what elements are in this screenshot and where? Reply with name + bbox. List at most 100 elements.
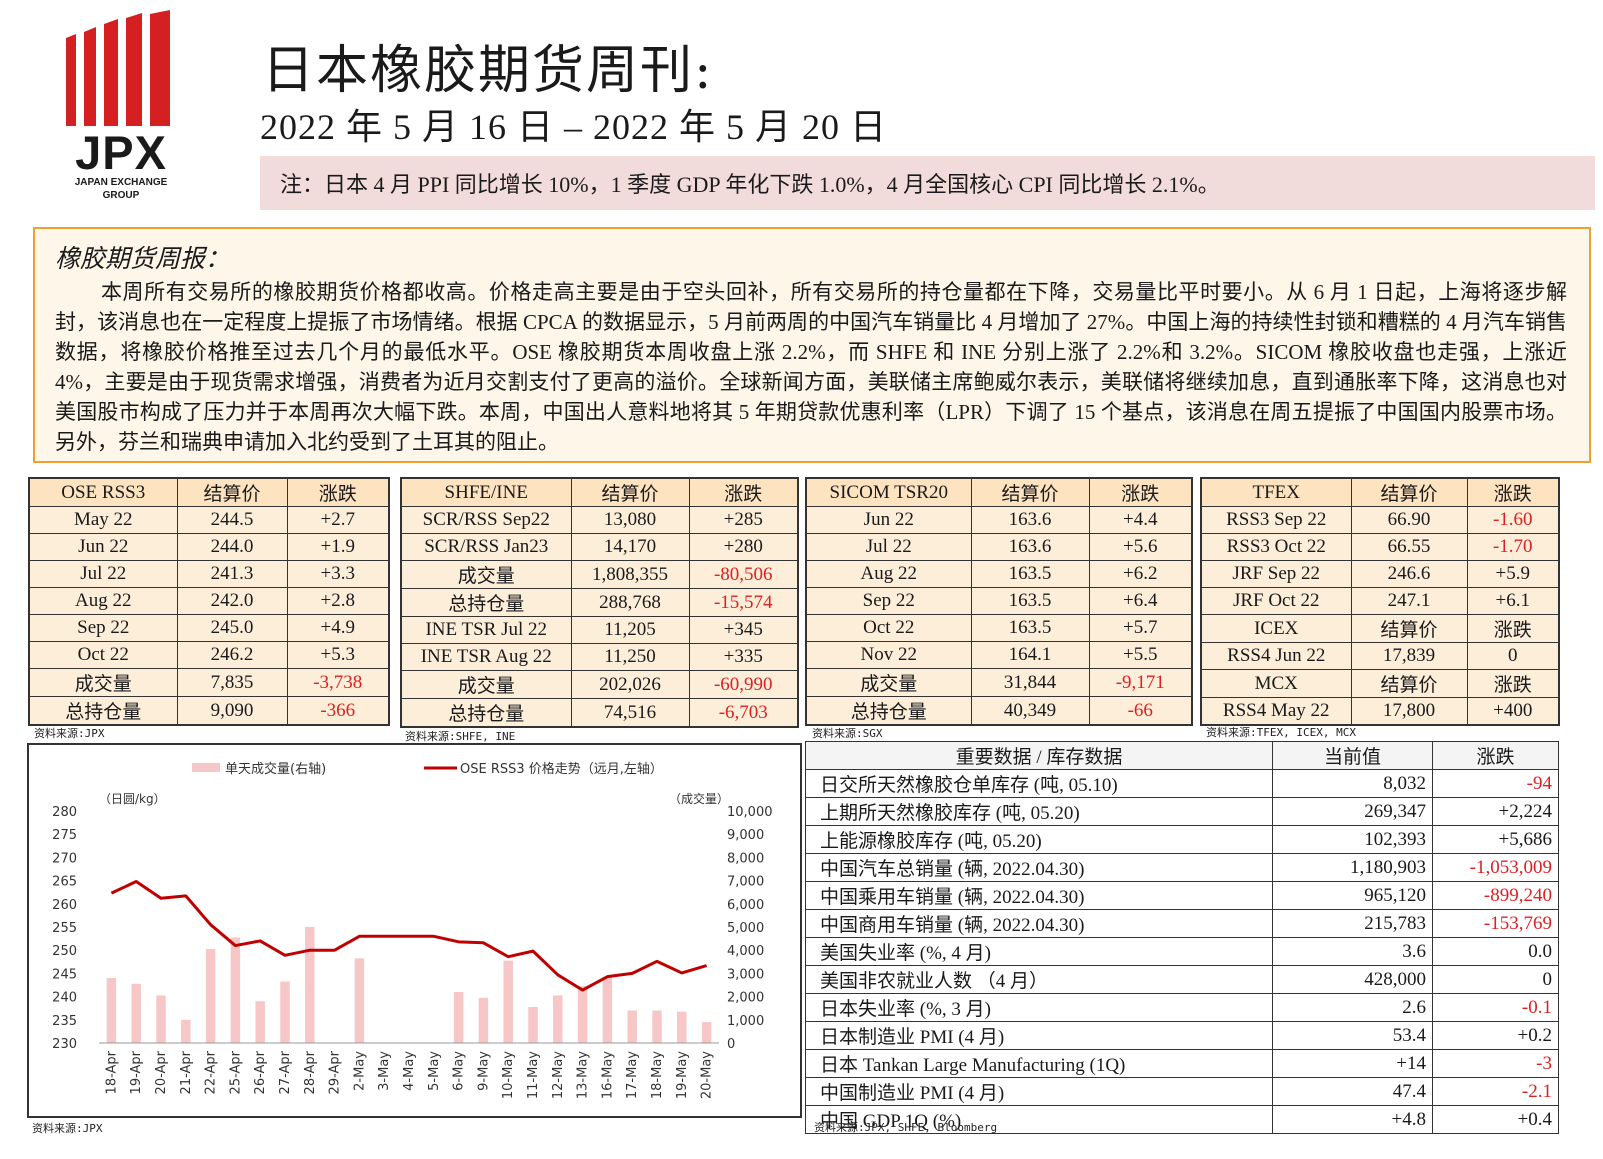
table-row: 中国商用车销量 (辆, 2022.04.30) 215,783 -153,769 — [805, 909, 1559, 938]
change-value: +5.3 — [286, 641, 390, 669]
table-row: Jun 22 244.0 +1.9 — [28, 533, 390, 561]
row-label: MCX — [1200, 669, 1352, 698]
indicator-label: 上期所天然橡胶库存 (吨, 05.20) — [805, 797, 1273, 826]
x-tick-label: 29-Apr — [328, 1050, 343, 1094]
settle-price: 66.90 — [1350, 506, 1468, 534]
table-row: 总持仓量 9,090 -366 — [28, 696, 390, 726]
change-value: +280 — [688, 533, 799, 561]
change-value: +5.6 — [1088, 533, 1193, 561]
ose-table: OSE RSS3 结算价 涨跌 May 22 244.5 +2.7 Jun 22 244.0 +… — [28, 477, 390, 726]
table-row: SCR/RSS Sep22 13,080 +285 — [400, 506, 799, 534]
table-row: Aug 22 242.0 +2.8 — [28, 587, 390, 615]
indicator-label: 日交所天然橡胶仓单库存 (吨, 05.10) — [805, 769, 1273, 798]
volume-bar — [453, 991, 464, 1043]
indicator-label: 中国制造业 PMI (4 月) — [805, 1077, 1273, 1106]
shfe-source: 资料来源:SHFE, INE — [405, 730, 516, 743]
change-value: 0 — [1432, 965, 1559, 994]
change-value: +5.7 — [1088, 614, 1193, 642]
date-range: 2022 年 5 月 16 日 – 2022 年 5 月 20 日 — [260, 107, 888, 147]
table-row: 成交量 31,844 -9,171 — [805, 668, 1193, 697]
jpx-logo-mark — [66, 10, 170, 126]
row-label: 总持仓量 — [805, 696, 972, 726]
table-row: 总持仓量 74,516 -6,703 — [400, 698, 799, 728]
row-label: 成交量 — [400, 670, 572, 699]
change-value: +2.8 — [286, 587, 390, 615]
chart-canvas: 单天成交量(右轴) OSE RSS3 价格走势（远月,左轴） （日圆/kg） （成交量… — [52, 761, 772, 1099]
sicom-table: SICOM TSR20 结算价 涨跌 Jun 22 163.6 +4.4 Jul 22 163… — [805, 477, 1193, 726]
change-value: -1.60 — [1466, 506, 1560, 534]
settle-price: 246.6 — [1350, 560, 1468, 588]
change-value: -9,171 — [1088, 668, 1193, 697]
table-row: 上能源橡胶库存 (吨, 05.20) 102,393 +5,686 — [805, 825, 1559, 854]
key-data-table: 重要数据 / 库存数据 当前值 涨跌 日交所天然橡胶仓单库存 (吨, 05.10) 8,… — [805, 741, 1559, 1134]
table-row: 成交量 7,835 -3,738 — [28, 668, 390, 697]
table-row: SCR/RSS Jan23 14,170 +280 — [400, 533, 799, 561]
table-row: RSS3 Oct 22 66.55 -1.70 — [1200, 533, 1560, 561]
change-value: -66 — [1088, 696, 1193, 726]
column-header: 涨跌 — [1088, 477, 1193, 507]
row-label: 成交量 — [805, 668, 972, 697]
change-value: 涨跌 — [1466, 669, 1560, 698]
x-tick-label: 12-May — [551, 1051, 566, 1099]
volume-bar — [280, 981, 290, 1043]
volume-bar — [131, 983, 141, 1043]
change-value: +345 — [688, 616, 799, 644]
volume-bar — [205, 949, 216, 1043]
table-row: INE TSR Jul 22 11,205 +345 — [400, 616, 799, 644]
volume-bar — [577, 986, 588, 1043]
chart-source: 资料来源:JPX — [32, 1122, 103, 1135]
table-row: Nov 22 164.1 +5.5 — [805, 641, 1193, 669]
table-row: RSS4 May 22 17,800 +400 — [1200, 697, 1560, 726]
right-tick-label: 8,000 — [727, 851, 764, 866]
column-header: 结算价 — [1350, 477, 1468, 507]
right-tick-label: 1,000 — [727, 1014, 764, 1029]
table-row: 总持仓量 288,768 -15,574 — [400, 588, 799, 617]
row-label: ICEX — [1200, 614, 1352, 643]
x-tick-label: 26-Apr — [253, 1050, 268, 1094]
x-tick-label: 21-Apr — [179, 1050, 194, 1094]
row-label: 总持仓量 — [400, 698, 572, 728]
row-label: Jun 22 — [28, 533, 178, 561]
volume-bar — [156, 995, 166, 1043]
row-label: JRF Oct 22 — [1200, 587, 1352, 615]
change-value: -3 — [1432, 1049, 1559, 1078]
settle-price: 245.0 — [176, 614, 288, 642]
table-header-row: TFEX 结算价 涨跌 — [1200, 477, 1560, 507]
left-tick-label: 255 — [52, 921, 77, 936]
change-value: -366 — [286, 696, 390, 726]
note-text: 注：日本 4 月 PPI 同比增长 10%，1 季度 GDP 年化下跌 1.0%… — [280, 172, 1220, 197]
settle-price: 1,808,355 — [570, 560, 690, 589]
weekly-report-title: 橡胶期货周报： — [55, 246, 231, 273]
row-label: Jul 22 — [28, 560, 178, 588]
right-tick-label: 0 — [727, 1037, 735, 1052]
row-label: Aug 22 — [805, 560, 972, 588]
table-row: May 22 244.5 +2.7 — [28, 506, 390, 534]
row-label: Sep 22 — [28, 614, 178, 642]
right-tick-label: 7,000 — [727, 875, 764, 890]
left-tick-label: 230 — [52, 1037, 77, 1052]
table-row: MCX 结算价 涨跌 — [1200, 669, 1560, 698]
row-label: Oct 22 — [805, 614, 972, 642]
ose-source: 资料来源:JPX — [34, 727, 105, 740]
settle-price: 结算价 — [1350, 669, 1468, 698]
x-tick-label: 22-Apr — [204, 1050, 219, 1094]
settle-price: 17,800 — [1350, 697, 1468, 726]
change-value: -60,990 — [688, 670, 799, 699]
change-value: +2.7 — [286, 506, 390, 534]
current-value: 8,032 — [1272, 769, 1433, 798]
volume-bar — [503, 960, 513, 1043]
settle-price: 241.3 — [176, 560, 288, 588]
indicator-label: 中国 GDP 1Q (%) — [805, 1105, 1273, 1134]
right-tick-label: 3,000 — [727, 967, 764, 982]
settle-price: 7,835 — [176, 668, 288, 697]
current-value: +4.8 — [1272, 1105, 1433, 1134]
volume-bar — [255, 1001, 265, 1043]
right-tick-label: 2,000 — [727, 991, 764, 1006]
settle-price: 164.1 — [970, 641, 1090, 669]
change-value: +0.4 — [1432, 1105, 1559, 1134]
change-value: +6.4 — [1088, 587, 1193, 615]
volume-bar — [305, 927, 315, 1043]
current-value: 2.6 — [1272, 993, 1433, 1022]
change-value: -899,240 — [1432, 881, 1559, 910]
volume-bar — [230, 937, 241, 1043]
